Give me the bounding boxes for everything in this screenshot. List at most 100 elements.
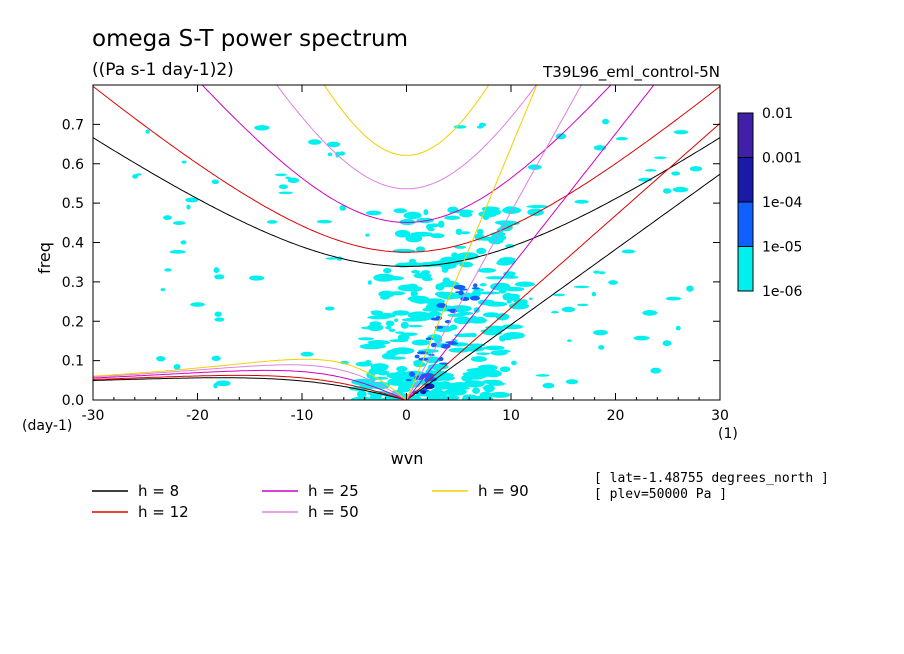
heatmap-cell [483,345,505,351]
heatmap-cell [488,236,504,245]
heatmap-cell [453,125,467,129]
heatmap-cell [602,118,609,125]
gravity-wave-curve [323,85,490,156]
heatmap-cell [615,136,628,141]
heatmap-cell [476,352,491,355]
heatmap-cell [633,335,650,341]
heatmap-cell [367,340,391,345]
heatmap-cell [287,177,300,184]
heatmap-cell [484,301,508,307]
gravity-wave-curve [201,85,612,223]
heatmap-cell [479,283,487,287]
legend-label: h = 50 [308,503,359,521]
heatmap-cell [248,275,265,281]
heatmap-cell [163,215,172,221]
gravity-wave-curve [93,86,720,253]
heatmap-cell [573,285,590,289]
colorbar-swatch [737,112,754,158]
heatmap-cell [135,173,142,176]
legend-label: h = 8 [138,482,179,500]
legend-label: h = 25 [308,482,359,500]
heatmap-cell [447,313,466,317]
heatmap-cell [408,324,423,328]
y-tick-label: 0.6 [62,157,84,173]
heatmap-cell [405,378,412,382]
heatmap-cell [593,329,608,336]
heatmap-cell [514,281,535,287]
heatmap-cell [394,229,411,238]
heatmap-cell [357,337,374,341]
heatmap-cell [662,340,672,347]
heatmap-cell [642,310,658,316]
heatmap-cell [482,385,495,390]
heatmap-cell [567,339,572,342]
x-tick-label: -20 [186,408,209,424]
heatmap-cell [407,295,427,302]
heatmap-cell [448,347,470,353]
heatmap-cell [553,293,566,297]
heatmap-cell [466,343,486,347]
x-tick-label: 20 [607,408,625,424]
heatmap-cell [505,244,515,249]
x-tick-label: 10 [502,408,520,424]
gravity-wave-curve [276,85,537,190]
heatmap-cell [644,169,657,172]
heatmap-cell [156,355,166,362]
heatmap-cell [215,380,231,387]
heatmap-cell [503,275,519,279]
rossby-curve [93,358,407,400]
heatmap-cell [444,215,461,220]
heatmap-cell [373,273,396,282]
x-tick-label: 30 [711,408,729,424]
heatmap-cell [472,283,478,288]
heatmap-cell [511,360,517,366]
heatmap-cell [501,324,524,330]
heatmap-cell [621,249,636,254]
heatmap-cell [479,393,490,400]
heatmap-cell [173,221,186,225]
heatmap-cell [686,285,694,292]
heatmap-cell [403,212,422,220]
heatmap-cell [451,252,458,259]
heatmap-cell [278,191,294,195]
heatmap-cell [528,297,533,300]
heatmap-cell [423,209,429,216]
heatmap-cell [425,396,448,400]
heatmap-cell [673,130,689,135]
heatmap-cell [480,372,489,378]
heatmap-cell [482,212,490,221]
heatmap-cell [338,151,346,156]
heatmap-cell [387,377,404,386]
heatmap-cell [470,295,480,301]
colorbar: 0.01 0.001 1e-04 1e-05 1e-06 [737,106,802,300]
heatmap-cell [442,382,458,390]
heatmap-cell [502,295,520,301]
heatmap-cell [576,303,589,307]
y-tick-label: 0.3 [62,275,84,291]
legend-label: h = 90 [478,482,529,500]
heatmap-cell [550,310,559,314]
heatmap-cell [392,310,410,316]
y-tick-label: 0.7 [62,117,84,133]
heatmap-cell [356,390,367,399]
heatmap-cell [430,317,442,321]
heatmap-cell [385,325,392,330]
heatmap-cell [598,271,606,275]
heatmap-cell [339,205,347,211]
heatmap-cell [369,321,382,326]
heatmap-cell [326,141,341,148]
heatmap-cell [398,374,407,380]
heatmap-cell [160,288,166,292]
heatmap-cell [542,382,555,389]
heatmap-cell [190,302,205,307]
heatmap-cell [424,298,445,305]
run-label: T39L96_eml_control-5N [542,63,720,82]
heatmap-cell [415,246,426,253]
heatmap-cell [285,176,291,180]
heatmap-cell [458,288,468,291]
kelvin-curve [406,123,720,400]
heatmap-cell [169,249,186,254]
chart-title: omega S-T power spectrum [92,26,408,52]
heatmap-cell [499,257,516,261]
heatmap-cell [513,299,525,304]
